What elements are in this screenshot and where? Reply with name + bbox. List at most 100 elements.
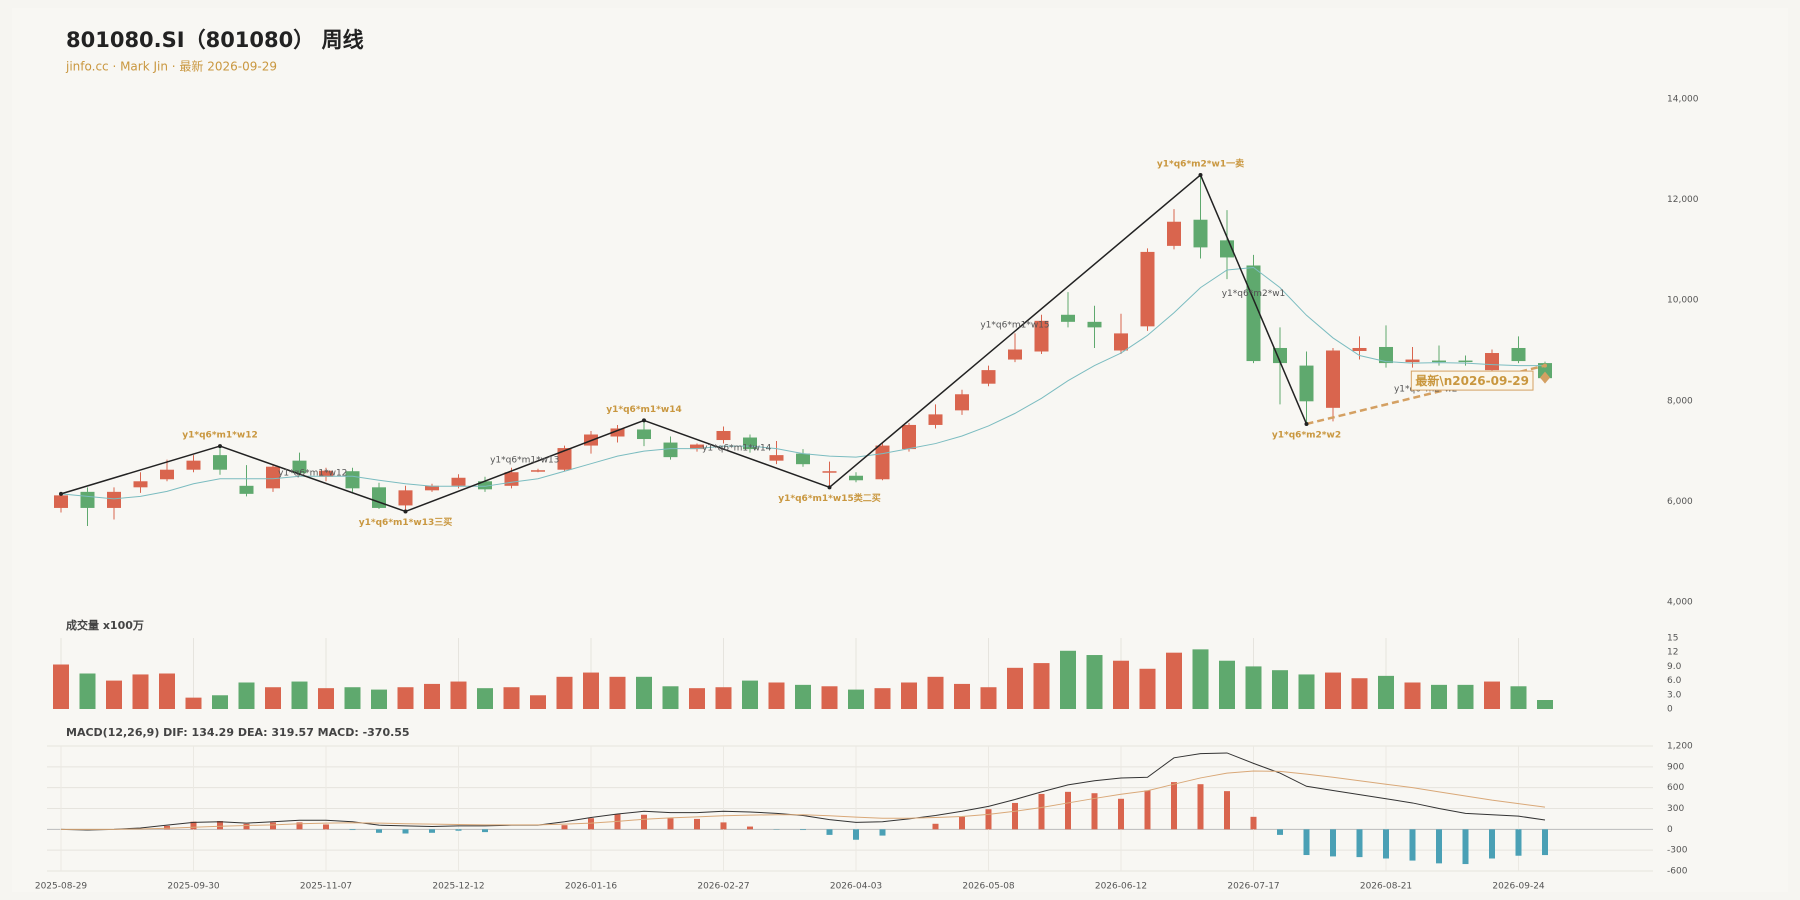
candle-body: [531, 470, 545, 472]
moving-average: [60, 266, 1545, 500]
y-tick-label: 3.0: [1667, 690, 1682, 700]
volume-bar: [450, 681, 467, 709]
pivot-label: y1*q6*m1*w14: [606, 405, 681, 415]
volume-bar: [477, 688, 493, 709]
macd-bar: [985, 809, 992, 830]
y-tick-label: 15: [1667, 634, 1678, 644]
pivot-point: [403, 509, 408, 514]
macd-bar: [402, 829, 409, 834]
pivot-point: [59, 491, 63, 496]
volume-bar: [742, 680, 758, 709]
pivot-point: [642, 418, 646, 423]
candle-body: [1087, 321, 1102, 328]
x-tick-label: 2026-08-21: [1360, 882, 1412, 892]
macd-bar: [1224, 791, 1230, 830]
macd-bar: [932, 823, 939, 830]
volume-bar: [424, 683, 440, 709]
segment-label: y1*q6*m1*w13: [490, 455, 559, 465]
macd-bar: [1065, 791, 1071, 830]
volume-bar: [1139, 668, 1156, 709]
pivot-label: y1*q6*m2*w1一卖: [1157, 157, 1244, 169]
y-tick-label: 8,000: [1667, 396, 1693, 406]
volume-bar: [1113, 660, 1129, 709]
macd-bar: [1277, 829, 1283, 835]
macd-bar: [349, 829, 356, 831]
candle-body: [319, 470, 333, 477]
volume-bar: [53, 664, 69, 709]
macd-bar: [747, 826, 753, 830]
volume-bar: [1272, 670, 1288, 709]
macd-bar: [694, 818, 700, 830]
macd-bar: [1197, 784, 1204, 830]
y-tick-label: -600: [1667, 867, 1688, 877]
candle-body: [478, 481, 492, 490]
candle-body: [1246, 265, 1261, 362]
volume-bar: [927, 676, 944, 709]
macd-bar: [800, 829, 806, 831]
macd-bar: [720, 822, 727, 830]
x-tick-label: 2026-09-24: [1492, 882, 1545, 892]
latest-marker: [1540, 371, 1550, 384]
stroke-segment: [219, 445, 406, 513]
candle-body: [1538, 363, 1552, 379]
candle-body: [796, 453, 810, 465]
volume-bar: [1431, 684, 1447, 709]
volume-bar: [1219, 660, 1235, 709]
macd-bar: [323, 824, 329, 830]
volume-bar: [795, 684, 811, 709]
x-tick-label: 2026-01-16: [565, 882, 618, 892]
pivot-label: y1*q6*m1*w13三买: [359, 517, 452, 528]
x-tick-label: 2026-02-27: [697, 882, 749, 892]
volume-bar: [212, 695, 228, 709]
macd-bar: [1383, 829, 1389, 859]
x-tick-label: 2026-07-17: [1227, 882, 1279, 892]
subtitle: jinfo.cc · Mark Jin · 最新 2026-09-29: [65, 59, 277, 74]
volume-bar: [848, 689, 864, 709]
volume-bar: [583, 672, 599, 709]
volume-bar: [1351, 678, 1368, 709]
macd-bar: [1038, 793, 1045, 830]
volume-bar: [371, 689, 387, 709]
macd-bar: [296, 822, 303, 830]
volume-bar: [715, 687, 732, 709]
candle-body: [1352, 347, 1367, 352]
volume-title: 成交量 x100万: [66, 618, 144, 632]
volume-bar: [609, 676, 626, 709]
pivot-point: [1304, 421, 1309, 426]
pivot-point: [1543, 363, 1547, 368]
candle-body: [743, 437, 757, 450]
candle-body: [1034, 320, 1049, 352]
volume-bar: [185, 697, 202, 709]
candle-body: [133, 481, 148, 488]
macd-bar: [1409, 829, 1416, 861]
volume-bar: [1192, 649, 1209, 709]
y-tick-label: 0: [1667, 825, 1673, 835]
candle-body: [637, 429, 651, 440]
candle-body: [1008, 349, 1022, 360]
volume-bar: [1166, 652, 1182, 709]
y-tick-label: 6.0: [1667, 676, 1682, 686]
y-tick-label: 10,000: [1667, 296, 1699, 306]
stroke-segment: [1199, 174, 1308, 425]
stroke-segment: [643, 419, 830, 489]
candle-body: [398, 490, 413, 506]
segment-label: y1*q6*m1*w15: [980, 321, 1049, 331]
candle-body: [1299, 365, 1314, 402]
y-tick-label: 300: [1667, 804, 1684, 814]
candle-body: [504, 472, 519, 486]
macd-bar: [190, 821, 197, 830]
macd-bar: [826, 829, 833, 835]
candle-body: [610, 428, 625, 437]
candle-body: [955, 394, 969, 411]
candle-body: [981, 370, 996, 384]
macd-bar: [959, 816, 965, 830]
y-tick-label: 12: [1667, 648, 1678, 658]
x-tick-label: 2025-12-12: [432, 882, 484, 892]
stroke-segment: [405, 419, 645, 513]
candle-body: [928, 414, 943, 425]
candle-body: [186, 460, 201, 470]
candle-body: [213, 455, 227, 470]
macd-bar: [270, 822, 276, 830]
x-tick-label: 2025-09-30: [167, 882, 220, 892]
volume-bar: [344, 687, 361, 709]
